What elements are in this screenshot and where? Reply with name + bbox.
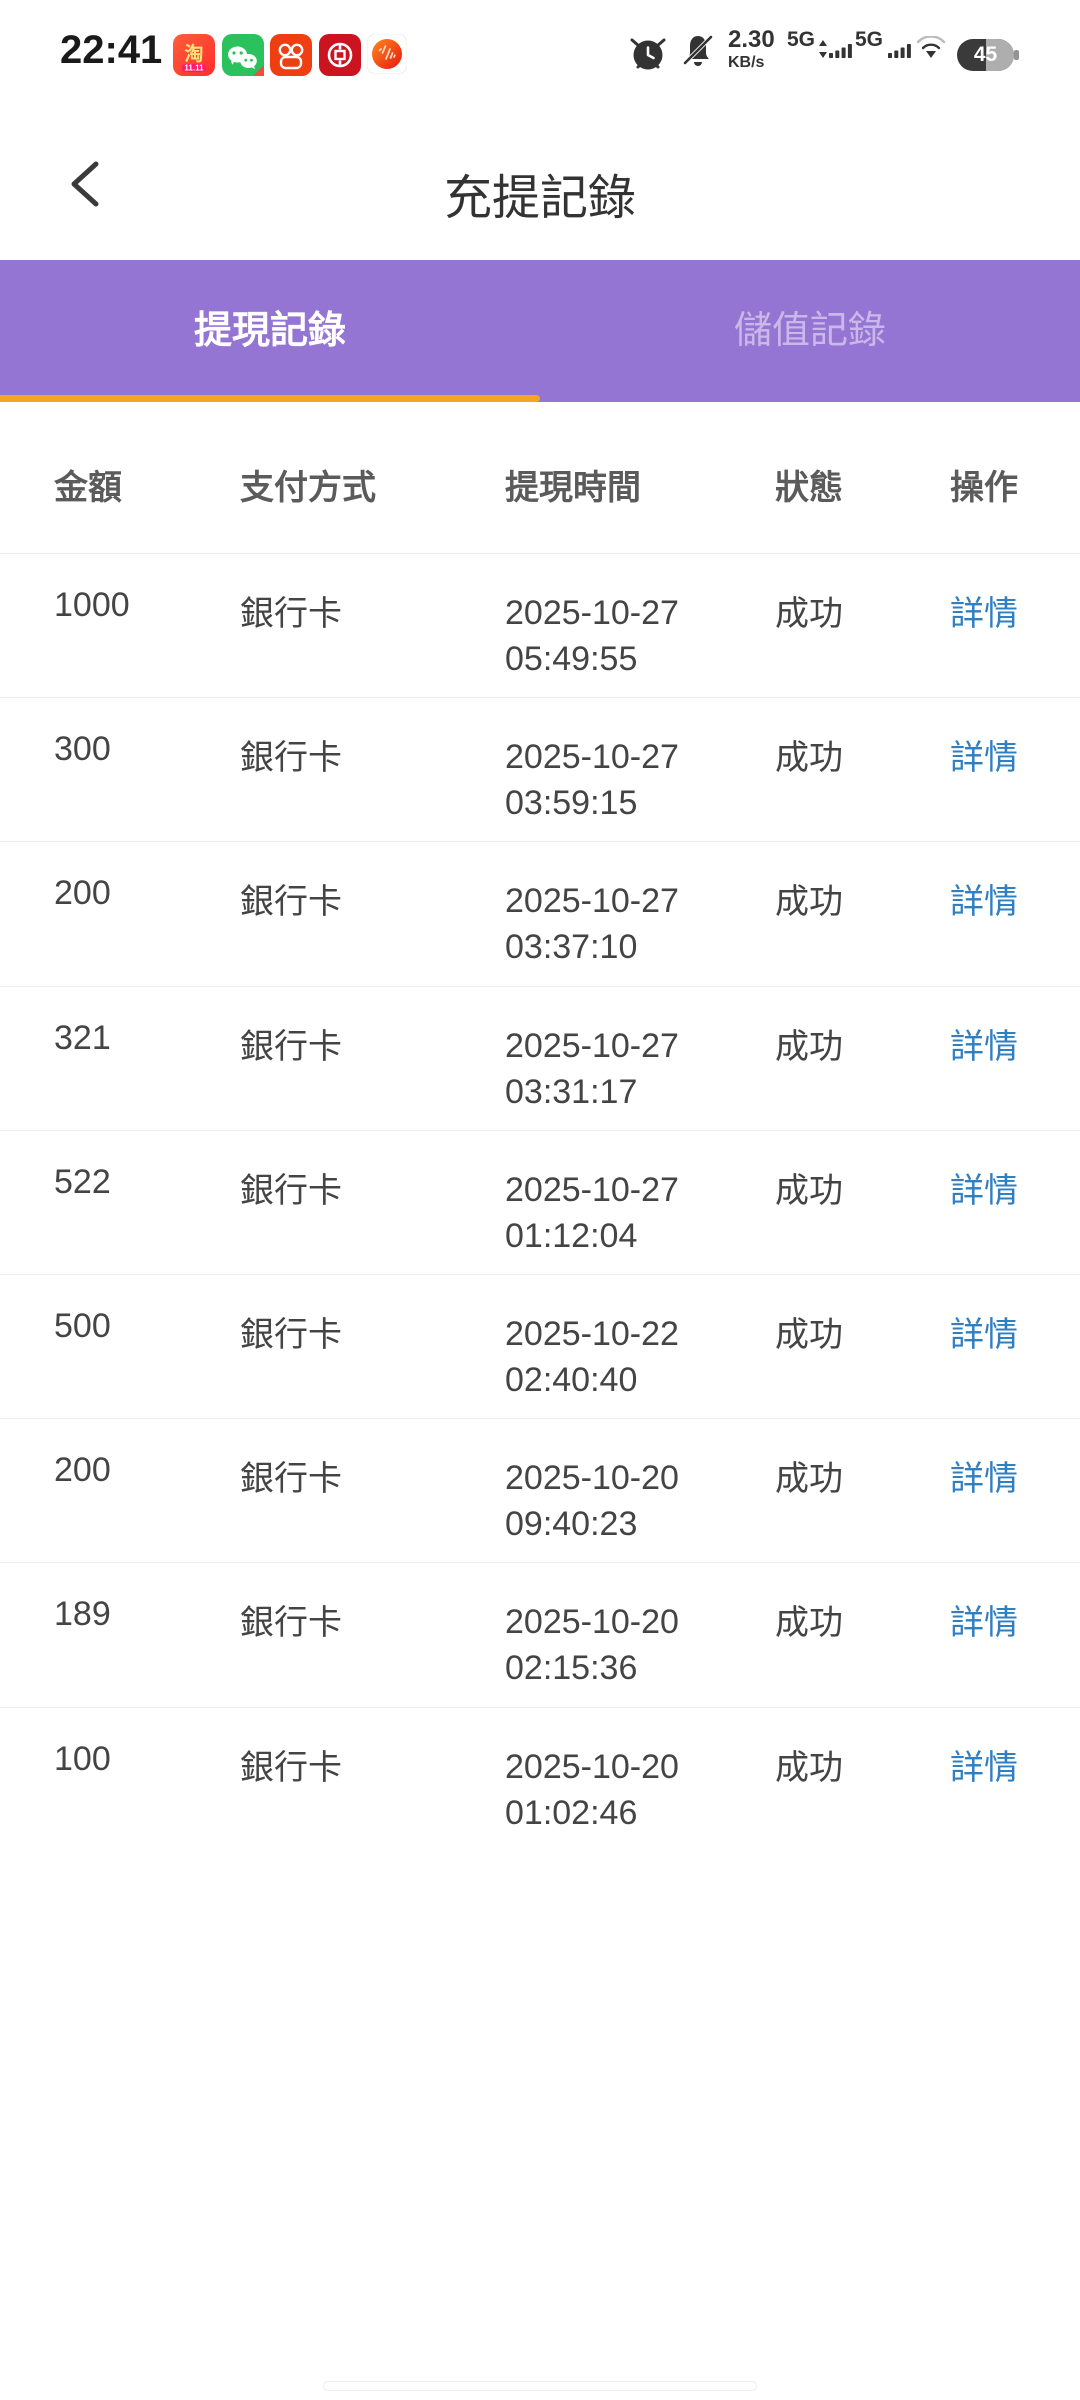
svg-text:淘: 淘 bbox=[184, 42, 203, 65]
svg-text:11.11: 11.11 bbox=[184, 64, 204, 73]
